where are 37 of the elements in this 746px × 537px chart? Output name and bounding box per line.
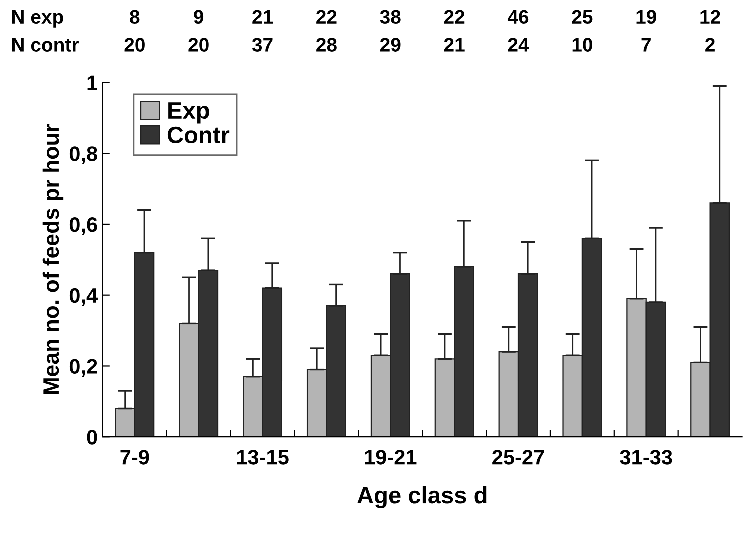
text: 10	[572, 38, 592, 52]
text: 7	[642, 38, 651, 52]
text: 25	[572, 10, 593, 24]
y-tick-label: 0	[87, 430, 98, 445]
text: 22	[444, 10, 465, 24]
text: 37	[252, 38, 273, 52]
text: N contr	[12, 38, 79, 52]
text: 21	[444, 38, 465, 52]
x-tick-label: 25-27	[492, 450, 544, 465]
text: 28	[316, 38, 337, 52]
x-axis-title: Age class d	[358, 486, 487, 509]
y-tick-label: 0,2	[70, 359, 98, 378]
text: 21	[252, 10, 274, 24]
y-tick-label: 0,8	[70, 146, 98, 164]
y-axis-title: Mean no. of feeds pr hour	[42, 124, 64, 394]
x-tick-label: 31-33	[620, 450, 672, 465]
text: 12	[700, 10, 720, 24]
y-tick-label: 1	[88, 76, 98, 90]
y-tick-label: 0,6	[70, 217, 98, 236]
text: 2	[706, 38, 715, 52]
legend-label: Contr	[168, 126, 230, 144]
text: 22	[316, 10, 337, 24]
text: 20	[124, 38, 145, 52]
text: N exp	[12, 10, 64, 28]
text: 19	[636, 10, 656, 24]
text: 29	[380, 38, 401, 52]
x-tick-label: 13-15	[237, 450, 289, 465]
y-tick-label: 0,4	[70, 288, 98, 306]
text: 46	[508, 10, 529, 24]
text: 20	[188, 38, 209, 52]
text: 24	[508, 38, 530, 52]
x-tick-label: 7-9	[120, 450, 150, 465]
text: 9	[194, 10, 204, 24]
legend-label: Exp	[168, 102, 210, 124]
x-tick-label: 19-21	[365, 450, 417, 465]
text: 38	[380, 10, 401, 24]
text: 8	[130, 10, 140, 24]
